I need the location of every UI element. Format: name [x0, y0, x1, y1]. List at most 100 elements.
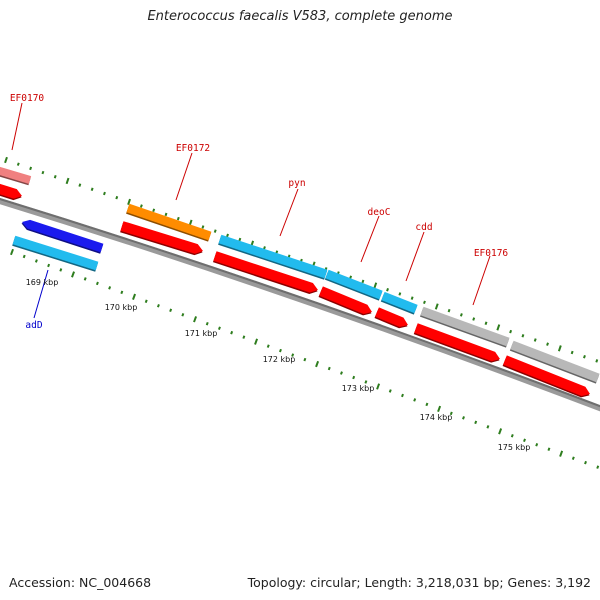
inner-tick — [547, 447, 551, 451]
inner-tick — [169, 308, 173, 313]
gene-arrow — [319, 286, 372, 314]
inner-tick — [120, 290, 124, 295]
inner-tick — [364, 380, 368, 384]
inner-tick — [352, 375, 356, 380]
inner-tick — [376, 383, 381, 390]
inner-tick — [156, 304, 160, 308]
gene-leader-line — [472, 255, 491, 306]
inner-tick — [388, 389, 392, 393]
inner-tick — [596, 465, 600, 469]
inner-tick — [217, 326, 221, 330]
gene-arrow — [503, 355, 590, 397]
scale-label: 173 kbp — [342, 384, 375, 393]
inner-tick — [108, 286, 112, 290]
gene-feature[interactable] — [324, 269, 383, 301]
inner-tick — [181, 313, 185, 317]
genome-summary: Topology: circular; Length: 3,218,031 bp… — [247, 575, 591, 590]
outer-tick — [139, 204, 143, 208]
gene-leader-line — [175, 152, 193, 201]
gene-arrow — [120, 221, 204, 254]
gene-feature[interactable] — [509, 340, 600, 384]
gene-arrow — [218, 234, 328, 279]
gene-arrow — [126, 203, 212, 241]
inner-tick — [559, 450, 564, 457]
gene-feature[interactable] — [0, 181, 23, 202]
inner-tick — [510, 434, 514, 438]
scale-label: 169 kbp — [26, 278, 59, 287]
gene-feature[interactable] — [212, 251, 320, 296]
outer-tick — [349, 275, 353, 279]
gene-labels: EF0170 EF0172 pyn deoC cdd EF0176 adD — [10, 93, 509, 331]
gene-feature[interactable] — [126, 203, 212, 242]
scale-label: 170 kbp — [105, 303, 138, 312]
map-title: Enterococcus faecalis V583, complete gen… — [147, 9, 453, 24]
gene-features — [0, 164, 600, 400]
gene-label: EF0170 — [10, 93, 45, 104]
outer-tick — [595, 359, 599, 363]
inner-tick — [437, 405, 442, 413]
gene-feature[interactable] — [502, 355, 592, 400]
inner-tick — [193, 316, 198, 323]
inner-tick — [279, 348, 282, 353]
outer-tick — [459, 313, 463, 317]
gene-feature[interactable] — [318, 286, 374, 318]
inner-tick — [242, 335, 246, 339]
inner-tick — [474, 420, 478, 425]
backbone-line — [0, 197, 600, 412]
gene-feature[interactable] — [120, 221, 204, 257]
outer-tick — [521, 334, 525, 338]
outer-tick — [557, 345, 562, 352]
gene-feature[interactable] — [20, 218, 104, 254]
inner-tick — [71, 271, 75, 278]
gene-arrow — [325, 269, 383, 300]
gene-feature[interactable] — [380, 291, 418, 315]
outer-tick — [472, 317, 476, 321]
gene-feature[interactable] — [419, 306, 510, 348]
outer-tick — [447, 308, 451, 313]
gene-arrow — [414, 323, 501, 362]
gene-leader-line — [11, 102, 23, 151]
outer-tick — [78, 183, 82, 187]
outer-tick — [16, 162, 20, 166]
inner-tick — [523, 438, 526, 443]
outer-tick — [373, 282, 378, 289]
inner-tick — [95, 281, 99, 286]
tick-marks — [4, 156, 600, 469]
inner-tick — [584, 460, 587, 465]
outer-tick — [127, 198, 131, 206]
outer-tick — [386, 288, 389, 292]
outer-tick — [201, 225, 205, 229]
gene-arrow — [375, 307, 408, 327]
outer-tick — [509, 329, 513, 334]
inner-tick — [34, 259, 38, 263]
outer-tick — [176, 216, 180, 221]
outer-tick — [423, 300, 426, 305]
inner-tick — [571, 456, 575, 460]
gene-feature[interactable] — [12, 235, 99, 272]
inner-tick — [425, 402, 429, 407]
outer-tick — [238, 237, 242, 242]
gene-feature[interactable] — [374, 307, 409, 331]
outer-tick — [484, 321, 488, 325]
outer-tick — [164, 212, 168, 217]
gene-feature[interactable] — [218, 234, 328, 280]
gene-feature[interactable] — [0, 164, 32, 186]
outer-tick — [65, 177, 70, 185]
outer-tick — [434, 303, 439, 310]
scale-labels: 169 kbp 170 kbp 171 kbp 172 kbp 173 kbp 174 k… — [26, 278, 531, 452]
outer-tick — [103, 191, 106, 196]
gene-arrow — [420, 306, 510, 347]
inner-tick — [486, 425, 490, 429]
inner-tick — [144, 299, 148, 304]
gene-feature[interactable] — [413, 323, 502, 365]
outer-tick — [398, 292, 402, 296]
outer-tick — [226, 233, 229, 238]
gene-label: EF0176 — [474, 248, 509, 259]
outer-tick — [583, 354, 586, 359]
outer-tick — [29, 166, 33, 171]
gene-arrow — [12, 235, 99, 271]
inner-tick — [315, 360, 320, 368]
inner-tick — [83, 277, 87, 281]
gene-arrow — [381, 291, 418, 314]
